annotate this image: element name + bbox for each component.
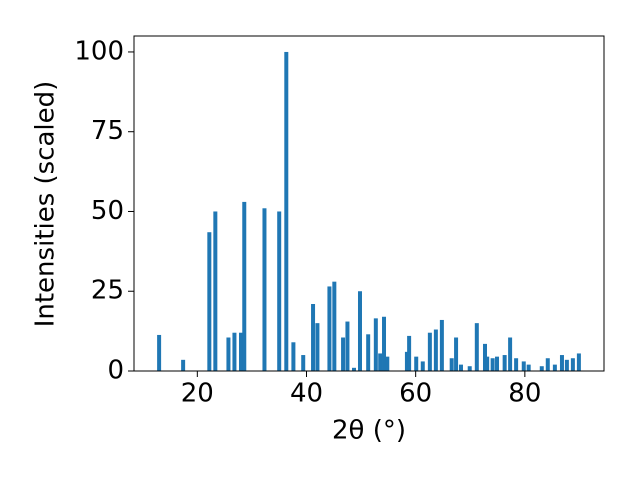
y-tick-label: 75 [91,116,124,146]
bar [404,351,409,371]
bar [378,353,383,371]
bar [242,201,247,371]
bar [482,343,487,371]
bar [485,356,490,371]
bar [490,358,495,371]
bar [207,232,212,371]
y-tick-label: 50 [91,196,124,226]
bar [559,355,564,371]
bar [552,364,557,371]
bar [545,358,550,371]
bar [238,332,243,371]
y-axis-label: Intensities (scaled) [31,81,61,328]
bar [420,361,425,371]
bar [157,334,162,371]
plot-frame [133,35,605,372]
bar [458,364,463,371]
bar [311,304,316,371]
y-tick-label: 25 [91,276,124,306]
x-tick-label: 80 [508,379,541,409]
bar [495,356,500,371]
bar [508,337,513,371]
bar [439,319,444,371]
bar [427,332,432,371]
x-axis-label: 2θ (°) [332,416,406,446]
bar [213,211,218,371]
bar [291,342,296,371]
bar [514,358,519,371]
bar [284,51,289,371]
bar [407,335,412,371]
x-tick-label: 20 [181,379,214,409]
bar [433,329,438,371]
bar [341,337,346,371]
bar [226,337,231,371]
bar [366,334,371,371]
bar [570,358,575,371]
bar [332,281,337,371]
bar [277,211,282,371]
bar [357,291,362,371]
bar [373,318,378,371]
y-tick-label: 100 [74,36,124,66]
bar [449,358,454,371]
bar [467,366,472,371]
bar [521,361,526,371]
bar [526,364,531,371]
bar [345,321,350,371]
x-tick-label: 40 [290,379,323,409]
bar [454,337,459,371]
y-tick-label: 0 [107,356,124,386]
bar [351,367,356,371]
bar [414,356,419,371]
bar [315,323,320,371]
bar [232,332,237,371]
bar [327,286,332,371]
bar [301,355,306,371]
bar [539,366,544,371]
bar [502,355,507,371]
bar [262,208,267,371]
bar [474,323,479,371]
bar [382,316,387,371]
bar [181,359,186,371]
bar [564,359,569,371]
bar [385,356,390,371]
x-tick-label: 60 [399,379,432,409]
bar [576,353,581,371]
